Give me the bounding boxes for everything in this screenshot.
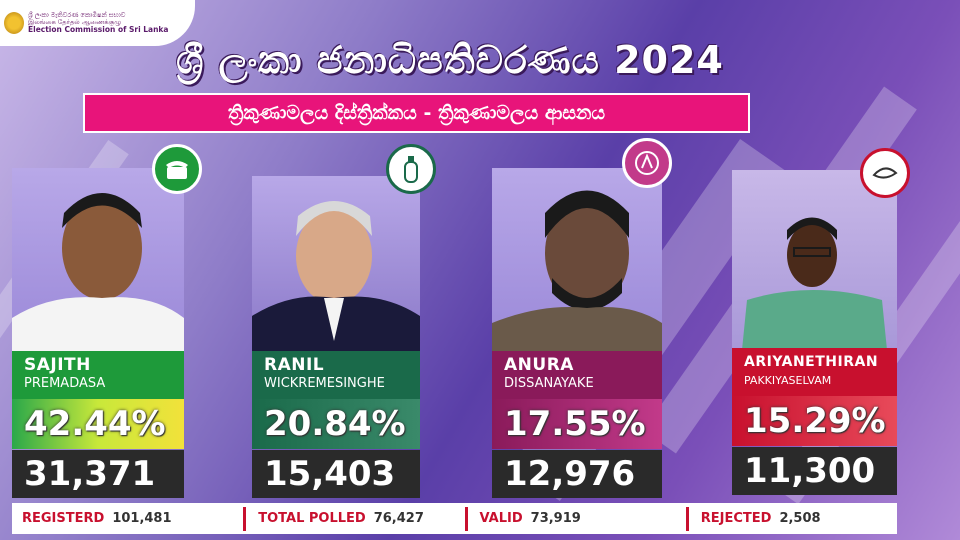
divider [243,506,247,531]
rejected-stat: REJECTED 2,508 [676,503,897,534]
district-subtitle: ත්‍රිකුණාමලය දිස්ත්‍රික්කය - ත්‍රිකුණාමල… [83,93,750,133]
candidate-first-name: RANIL [264,355,325,375]
divider [464,506,468,531]
candidate-first-name: ARIYANETHIRAN [744,354,879,370]
rejected-label: REJECTED [700,511,772,526]
polled-stat: TOTAL POLLED 76,427 [233,503,454,534]
logo-text: ශ්‍රී ලංකා මැතිවරණ කොමිෂන් සභාව இலங்கை த… [28,12,168,34]
candidate-photo [12,168,184,353]
candidate-votes: 11,300 [732,447,897,495]
summary-bar: REGISTERD 101,481 TOTAL POLLED 76,427 VA… [12,503,897,534]
telephone-icon [152,144,202,194]
compass-icon [622,138,672,188]
candidate-votes: 31,371 [12,450,184,498]
candidate-card-3: ANURA DISSANAYAKE 17.55% 12,976 [492,138,672,498]
candidate-first-name: SAJITH [24,355,91,375]
candidate-first-name: ANURA [504,355,574,375]
candidate-name: SAJITH PREMADASA [12,351,184,399]
gas-cylinder-icon [386,144,436,194]
candidate-votes: 12,976 [492,450,662,498]
candidate-card-4: ARIYANETHIRAN PAKKIYASELVAM 15.29% 11,30… [732,148,910,498]
registered-label: REGISTERD [22,511,105,526]
candidate-last-name: PREMADASA [24,376,106,391]
conch-shell-icon [860,148,910,198]
emblem-icon [4,12,24,34]
logo-line-english: Election Commission of Sri Lanka [28,24,169,34]
candidate-card-2: RANIL WICKREMESINGHE 20.84% 15,403 [252,144,436,498]
candidate-votes: 15,403 [252,450,420,498]
election-commission-logo: ශ්‍රී ලංකා මැතිවරණ කොමිෂන් සභාව இலங்கை த… [0,0,195,46]
registered-value: 101,481 [112,511,172,526]
candidate-photo [252,176,420,353]
divider [685,506,689,531]
polled-label: TOTAL POLLED [258,511,366,526]
candidate-percent: 42.44% [12,399,184,449]
candidate-percent: 20.84% [252,399,420,449]
candidate-percent: 17.55% [492,399,662,449]
polled-value: 76,427 [373,511,424,526]
candidate-name: RANIL WICKREMESINGHE [252,351,420,399]
valid-label: VALID [479,511,523,526]
candidate-last-name: WICKREMESINGHE [264,376,385,391]
candidate-name: ARIYANETHIRAN PAKKIYASELVAM [732,348,897,396]
logo-line-sinhala: ශ්‍රී ලංකා මැතිවරණ කොමිෂන් සභාව [28,11,126,20]
registered-stat: REGISTERD 101,481 [12,503,233,534]
page-title: ශ්‍රී ලංකා ජනාධිපතිවරණය 2024 [176,38,724,82]
logo-line-tamil: இலங்கை தேர்தல் ஆணைக்குழு [28,18,122,27]
valid-stat: VALID 73,919 [455,503,676,534]
valid-value: 73,919 [530,511,581,526]
rejected-value: 2,508 [779,511,821,526]
candidate-photo [492,168,662,353]
candidate-last-name: DISSANAYAKE [504,376,594,391]
candidate-card-1: SAJITH PREMADASA 42.44% 31,371 [12,144,202,498]
candidate-percent: 15.29% [732,396,897,446]
candidate-last-name: PAKKIYASELVAM [744,374,832,387]
candidate-photo [732,170,897,350]
candidate-name: ANURA DISSANAYAKE [492,351,662,399]
